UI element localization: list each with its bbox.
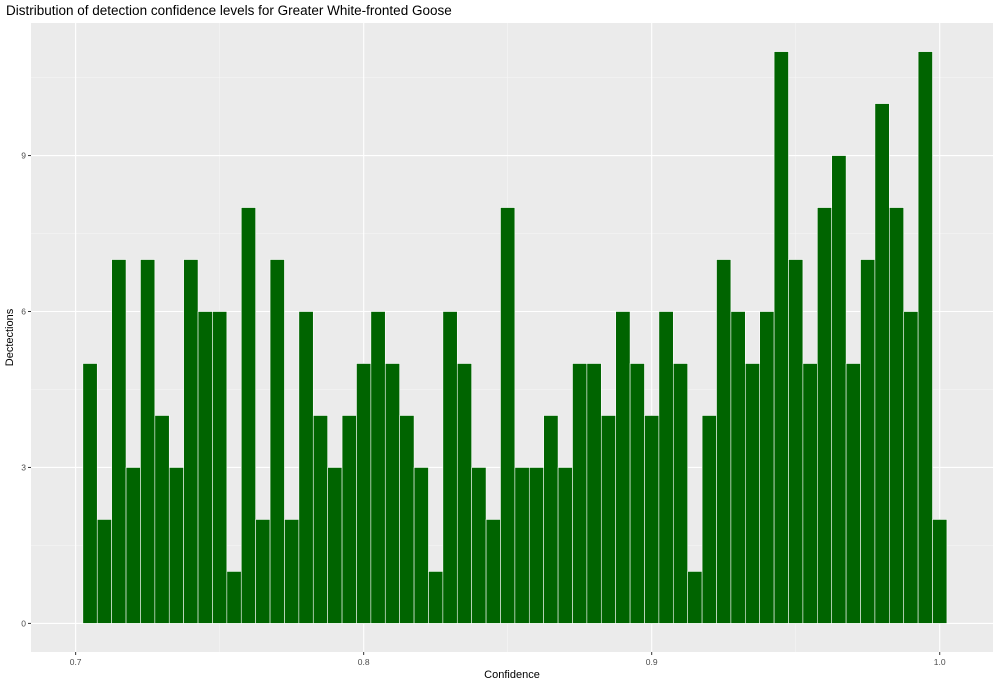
histogram-bar xyxy=(730,311,746,624)
x-tick-label: 0.7 xyxy=(70,657,82,667)
chart-title: Distribution of detection confidence lev… xyxy=(6,3,452,18)
x-axis: 0.7 0.8 0.9 1.0 xyxy=(70,652,946,667)
histogram-bar xyxy=(932,519,948,624)
histogram-bar xyxy=(672,363,688,624)
histogram-bar xyxy=(788,259,804,624)
histogram-bar xyxy=(485,519,501,624)
histogram-bar xyxy=(802,363,818,624)
histogram-bar xyxy=(615,311,631,624)
histogram-bar xyxy=(125,467,141,624)
histogram-bar xyxy=(96,519,112,624)
histogram-bar xyxy=(384,363,400,624)
histogram-bar xyxy=(744,363,761,624)
histogram-bar xyxy=(514,467,530,624)
histogram-bar xyxy=(572,363,588,624)
histogram-bar xyxy=(442,311,458,624)
histogram-bar xyxy=(370,311,386,624)
histogram-bar xyxy=(903,311,919,624)
histogram-bar xyxy=(456,363,472,624)
histogram-bar xyxy=(500,207,516,624)
histogram-bar xyxy=(168,467,184,624)
histogram-bar xyxy=(528,467,544,624)
histogram-bar xyxy=(269,259,285,624)
histogram-bar xyxy=(82,363,98,624)
y-tick-label: 9 xyxy=(21,151,26,161)
histogram-bar xyxy=(874,103,890,624)
histogram-bar xyxy=(817,207,833,624)
histogram-bar xyxy=(312,415,328,624)
x-axis-title: Confidence xyxy=(484,669,540,681)
histogram-bar xyxy=(183,259,199,624)
x-tick-label: 0.9 xyxy=(646,657,658,667)
histogram-bar xyxy=(284,519,300,624)
histogram-bar xyxy=(845,363,861,624)
histogram-bar xyxy=(111,259,127,624)
y-axis: 0 3 6 9 xyxy=(21,151,31,628)
histogram-bar xyxy=(327,467,343,624)
histogram-bar xyxy=(298,311,314,624)
bars xyxy=(82,51,948,624)
histogram-bar xyxy=(860,259,876,624)
y-tick-label: 6 xyxy=(21,307,26,317)
histogram-bar xyxy=(586,363,602,624)
histogram-bar xyxy=(557,467,573,624)
histogram-bar xyxy=(240,207,256,624)
histogram-bar xyxy=(687,571,703,624)
histogram-bar xyxy=(600,415,616,624)
histogram-bar xyxy=(399,415,415,624)
histogram-bar xyxy=(197,311,213,624)
x-tick-label: 1.0 xyxy=(934,657,946,667)
histogram-bar xyxy=(701,415,717,624)
histogram-bar xyxy=(212,311,228,624)
histogram-bar xyxy=(917,51,933,624)
histogram-bar xyxy=(255,519,271,624)
histogram-bar xyxy=(471,467,487,624)
y-axis-title: Dectections xyxy=(4,308,16,366)
histogram-bar xyxy=(356,363,372,624)
histogram-bar xyxy=(716,259,732,624)
y-tick-label: 0 xyxy=(21,618,26,628)
x-tick-label: 0.8 xyxy=(358,657,370,667)
histogram-bar xyxy=(428,571,444,624)
y-tick-label: 3 xyxy=(21,462,26,472)
histogram-bar xyxy=(154,415,170,624)
histogram-bar xyxy=(226,571,242,624)
histogram-bar xyxy=(140,259,156,624)
histogram-bar xyxy=(341,415,357,624)
histogram-bar xyxy=(759,311,775,624)
histogram-bar xyxy=(543,415,559,624)
histogram-bar xyxy=(644,415,660,624)
histogram-bar xyxy=(658,311,674,624)
histogram-bar xyxy=(773,51,789,624)
histogram-bar xyxy=(629,363,645,624)
histogram-bar xyxy=(413,467,429,624)
histogram-bar xyxy=(831,155,847,624)
histogram-bar xyxy=(889,207,905,624)
